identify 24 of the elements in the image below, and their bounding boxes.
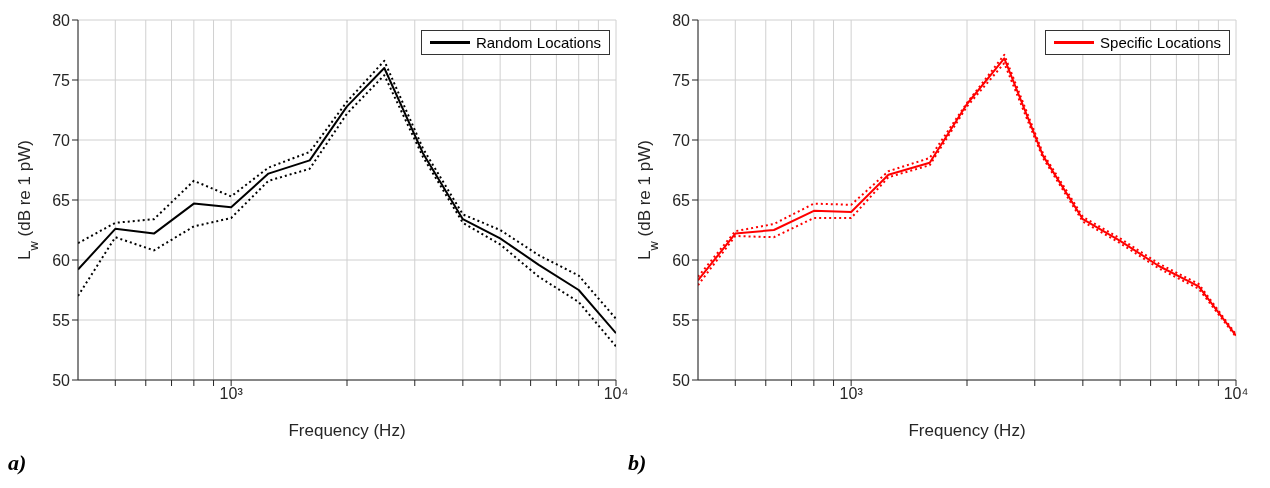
x-tick-label: 10⁴ [1223,385,1249,403]
legend-label: Specific Locations [1100,34,1221,51]
x-tick-label: 10³ [219,385,244,403]
x-axis-title: Frequency (Hz) [288,421,406,440]
y-tick-label: 50 [52,371,71,389]
y-tick-label: 55 [672,311,691,329]
y-tick-label: 80 [52,11,71,29]
y-tick-label: 70 [52,131,71,149]
x-tick-label: 10⁴ [603,385,629,403]
x-tick-label: 10³ [839,385,864,403]
text: b) [628,450,647,476]
y-tick-label: 75 [672,71,691,89]
y-tick-label: 75 [52,71,71,89]
y-tick-label: 60 [52,251,71,269]
y-tick-label: 65 [672,191,691,209]
text: a) [8,450,27,476]
y-tick-label: 60 [672,251,691,269]
legend-label: Random Locations [475,34,601,51]
y-tick-label: 50 [672,371,691,389]
y-tick-label: 80 [672,11,691,29]
y-tick-label: 55 [52,311,71,329]
y-tick-label: 70 [672,131,691,149]
x-axis-title: Frequency (Hz) [908,421,1026,440]
y-tick-label: 65 [52,191,71,209]
